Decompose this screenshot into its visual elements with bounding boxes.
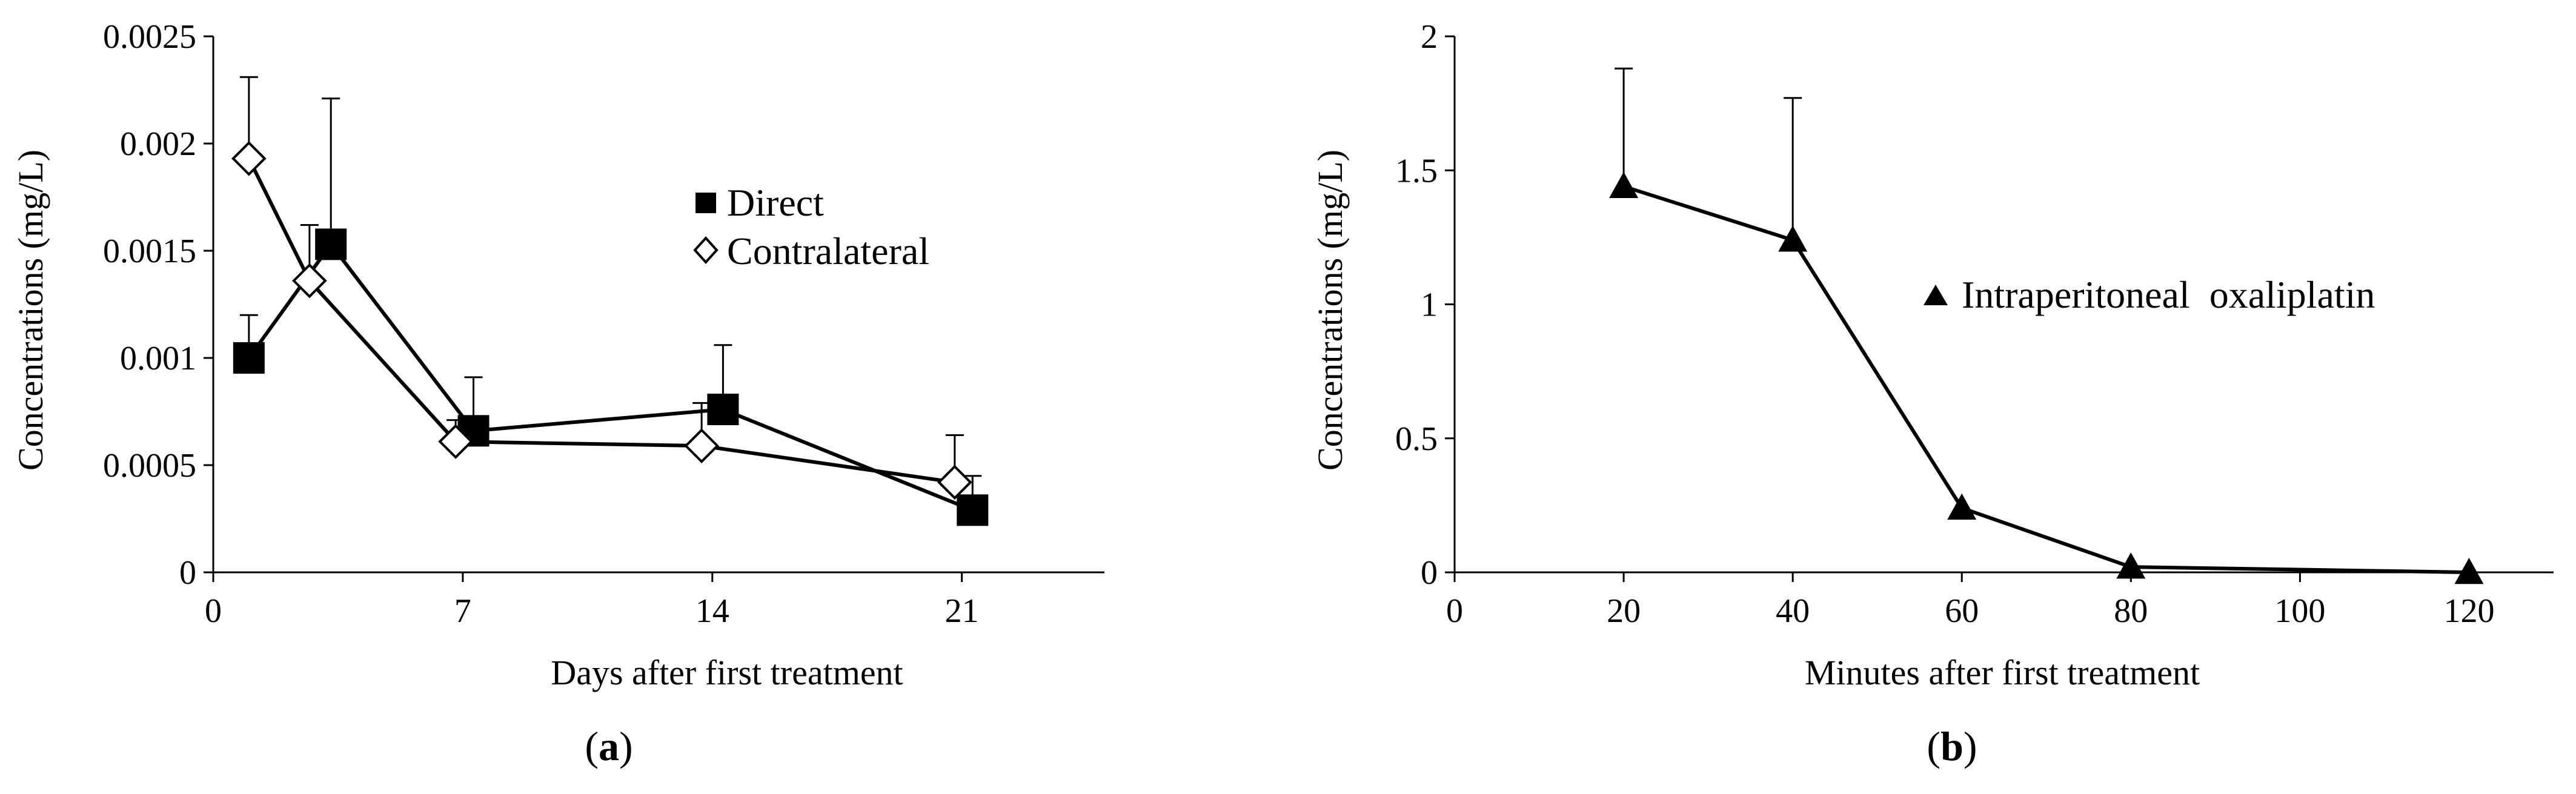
panel-b-series-lines — [1623, 184, 2469, 574]
legend-contralateral-marker — [693, 236, 719, 264]
legend-oxaliplatin-marker — [1924, 285, 1948, 305]
panel-b-label: (b) — [1927, 723, 1977, 769]
oxaliplatin-point — [1778, 225, 1808, 252]
y-tick-label: 0.0005 — [103, 447, 196, 485]
x-tick-label: 60 — [1945, 592, 1979, 630]
x-tick-label: 20 — [1607, 592, 1641, 630]
panel-a-legend: Direct Contralateral — [693, 181, 929, 273]
oxaliplatin-point — [2116, 552, 2146, 579]
direct-point — [315, 228, 347, 260]
legend-direct-marker — [695, 193, 716, 213]
y-tick-label: 0.002 — [120, 125, 196, 163]
panel-a-axes — [204, 35, 1104, 582]
panel-b-chart: 0 0.5 1 1.5 2 0 20 40 60 80 100 120 Concentrations… — [1310, 18, 2554, 769]
x-tick-label: 80 — [2114, 592, 2148, 630]
x-tick-label: 0 — [205, 592, 222, 630]
panel-b-markers — [1609, 171, 2484, 584]
legend-oxaliplatin-label: Intraperitoneal oxaliplatin — [1962, 273, 2375, 316]
y-tick-label: 0.001 — [120, 340, 196, 377]
x-tick-label: 120 — [2443, 592, 2494, 630]
y-tick-label: 2 — [1421, 18, 1438, 56]
direct-point — [957, 494, 989, 526]
oxaliplatin-point — [1609, 171, 1639, 198]
y-tick-label: 1.5 — [1395, 152, 1438, 190]
oxaliplatin-point — [2454, 558, 2484, 584]
contralateral-point — [937, 465, 972, 500]
contralateral-point — [292, 263, 327, 299]
y-tick-label: 0 — [179, 554, 196, 592]
panel-a-chart: 0 0.0005 0.001 0.0015 0.002 0.0025 0 7 14 21 Con… — [11, 18, 1104, 769]
x-tick-label: 100 — [2274, 592, 2325, 630]
contralateral-point — [438, 424, 473, 459]
panel-a-y-axis-title: Concentrations (mg/L) — [11, 150, 50, 471]
x-tick-label: 40 — [1776, 592, 1810, 630]
panel-a-y-tick-labels: 0 0.0005 0.001 0.0015 0.002 0.0025 — [103, 18, 196, 592]
x-tick-label: 7 — [454, 592, 471, 630]
panel-b-legend: Intraperitoneal oxaliplatin — [1924, 273, 2375, 316]
panel-b-y-axis-title: Concentrations (mg/L) — [1310, 150, 1350, 471]
x-tick-label: 21 — [945, 592, 979, 630]
panel-a-markers — [231, 141, 989, 526]
y-tick-label: 0 — [1421, 554, 1438, 592]
panel-a-x-axis-title: Days after first treatment — [551, 653, 903, 692]
contralateral-point — [684, 428, 719, 463]
panel-b-x-axis-title: Minutes after first treatment — [1805, 653, 2200, 692]
panel-a-series-lines — [247, 157, 974, 512]
intraperitoneal-oxaliplatin-line — [1623, 184, 2469, 574]
direct-point — [707, 393, 739, 425]
panel-b-x-tick-labels: 0 20 40 60 80 100 120 — [1446, 592, 2494, 630]
panel-a-x-tick-labels: 0 7 14 21 — [205, 592, 979, 630]
contralateral-point — [231, 141, 267, 176]
contralateral-line — [247, 157, 955, 485]
legend-contralateral-label: Contralateral — [727, 230, 929, 273]
y-tick-label: 1 — [1421, 286, 1438, 324]
panel-b-y-tick-labels: 0 0.5 1 1.5 2 — [1395, 18, 1438, 592]
legend-direct-label: Direct — [727, 181, 824, 224]
y-tick-label: 0.0015 — [103, 233, 196, 270]
x-tick-label: 14 — [695, 592, 729, 630]
y-tick-label: 0.0025 — [103, 18, 196, 56]
direct-point — [233, 342, 265, 374]
panel-a-label: (a) — [585, 723, 632, 769]
panel-b-error-bars — [1615, 67, 1802, 240]
y-tick-label: 0.5 — [1395, 420, 1438, 458]
oxaliplatin-point — [1947, 493, 1977, 520]
x-tick-label: 0 — [1446, 592, 1463, 630]
